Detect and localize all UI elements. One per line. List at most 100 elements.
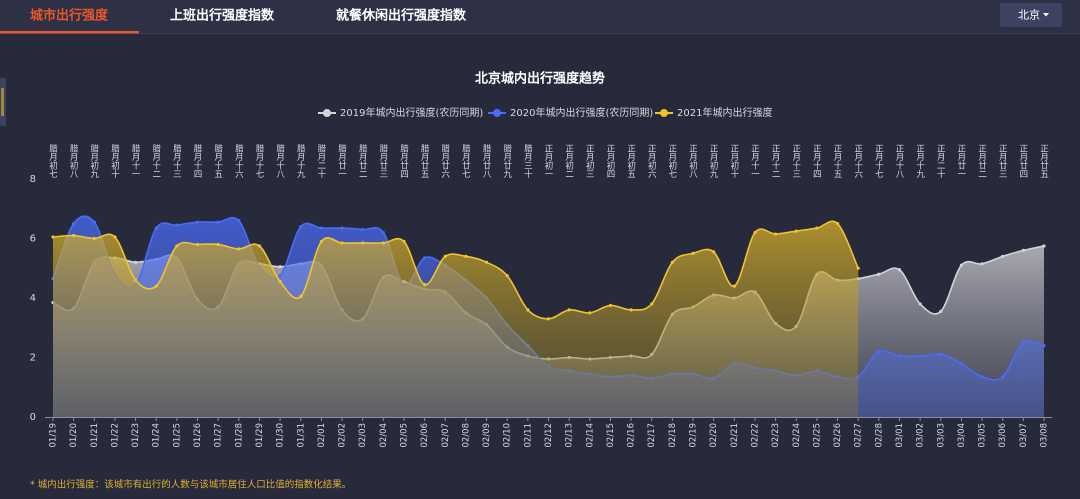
lunar-label: 腊月初十 (109, 144, 119, 179)
data-point (1021, 341, 1025, 345)
lunar-label: 腊月廿七 (460, 144, 470, 178)
lunar-label: 腊月二十 (316, 144, 326, 179)
data-point (815, 226, 819, 230)
x-tick-label: 02/15 (606, 423, 616, 448)
data-point (1042, 244, 1046, 248)
data-point (1001, 254, 1005, 258)
x-tick-label: 01/31 (296, 423, 306, 448)
lunar-label: 正月初七 (667, 144, 677, 178)
tab[interactable]: 就餐休闲出行强度指数 (336, 8, 467, 24)
x-tick-label: 02/27 (854, 423, 864, 448)
data-point (959, 263, 964, 267)
lunar-label: 腊月廿八 (481, 144, 491, 178)
lunar-label: 腊月初七 (48, 144, 58, 178)
y-tick-label: 4 (30, 293, 36, 304)
data-point (774, 232, 778, 236)
legend-label: 2021年城内出行强度 (677, 106, 772, 119)
data-point (175, 244, 179, 248)
x-tick-label: 02/08 (461, 423, 471, 448)
lunar-label: 腊月廿六 (440, 144, 450, 179)
data-point (753, 230, 757, 235)
lunar-label: 正月初一 (543, 144, 553, 178)
data-point (588, 311, 592, 315)
x-tick-label: 01/30 (276, 423, 286, 448)
data-point (195, 220, 200, 224)
x-tick-label: 03/04 (957, 423, 967, 448)
data-point (443, 254, 447, 258)
data-point (505, 274, 509, 278)
top-bar (0, 0, 1080, 34)
x-tick-label: 02/18 (668, 423, 678, 448)
lunar-label: 正月十二 (770, 144, 780, 178)
lunar-label: 正月初三 (584, 144, 594, 178)
lunar-label: 腊月十一 (130, 144, 140, 178)
data-point (299, 294, 303, 299)
x-tick-label: 03/06 (998, 423, 1008, 448)
x-tick-label: 03/01 (895, 423, 905, 448)
data-point (361, 227, 365, 232)
y-tick-label: 0 (30, 412, 36, 423)
x-tick-label: 02/02 (338, 423, 348, 448)
data-point (939, 309, 943, 313)
x-tick-label: 02/03 (358, 423, 368, 448)
x-tick-label: 01/21 (90, 423, 100, 448)
data-point (877, 349, 881, 354)
data-point (361, 241, 365, 245)
lunar-label: 正月初九 (708, 144, 718, 179)
data-point (939, 352, 943, 357)
data-point (237, 247, 241, 251)
lunar-label: 正月十九 (915, 144, 925, 179)
x-tick-label: 01/22 (110, 423, 120, 448)
data-point (154, 226, 158, 230)
x-tick-label: 02/07 (441, 423, 451, 448)
data-point (133, 260, 138, 264)
data-point (319, 226, 323, 230)
lunar-label: 正月初五 (626, 144, 636, 178)
x-tick-label: 01/23 (131, 423, 141, 448)
data-point (980, 262, 984, 266)
data-point (340, 241, 344, 245)
data-point (629, 308, 633, 312)
data-point (423, 256, 427, 260)
data-point (72, 233, 76, 238)
data-point (319, 239, 323, 244)
lunar-label: 腊月廿四 (398, 144, 408, 178)
x-tick-label: 03/07 (1019, 423, 1029, 448)
lunar-label: 正月初六 (646, 144, 656, 179)
legend-label: 2019年城内出行强度(农历同期) (340, 106, 483, 119)
x-tick-label: 02/16 (627, 423, 637, 448)
city-dropdown[interactable] (1000, 3, 1062, 27)
tab[interactable]: 城市出行强度 (30, 8, 109, 24)
data-point (567, 308, 571, 312)
side-widget-bar (1, 88, 4, 116)
data-point (175, 223, 179, 227)
lunar-label: 腊月十五 (213, 144, 223, 178)
dropdown-caret (1043, 13, 1049, 17)
data-point (835, 222, 840, 226)
legend-label: 2020年城内出行强度(农历同期) (510, 106, 653, 119)
lunar-label: 正月十三 (791, 144, 801, 178)
x-tick-label: 01/28 (234, 423, 244, 448)
series-line (52, 220, 859, 320)
x-tick-label: 02/06 (420, 423, 430, 448)
tab[interactable]: 上班出行强度指数 (170, 8, 275, 24)
data-point (732, 284, 736, 288)
x-tick-label: 01/19 (49, 423, 59, 448)
data-point (92, 220, 96, 224)
lunar-label: 正月初二 (564, 144, 574, 178)
x-tick-label: 02/10 (503, 423, 513, 448)
x-tick-label: 03/02 (916, 423, 926, 448)
x-tick-label: 02/21 (730, 423, 740, 448)
lunar-label: 正月廿三 (997, 144, 1007, 178)
data-point (257, 244, 262, 248)
dropdown-label[interactable]: 北京 (1018, 8, 1040, 22)
lunar-label: 腊月廿九 (502, 144, 512, 179)
data-point (918, 302, 922, 306)
data-point (1042, 344, 1046, 348)
x-tick-label: 02/20 (709, 423, 719, 448)
legend-icon-dot (660, 109, 668, 117)
data-point (278, 280, 282, 284)
lunar-label: 正月十四 (811, 144, 821, 178)
y-tick-label: 2 (30, 353, 36, 364)
